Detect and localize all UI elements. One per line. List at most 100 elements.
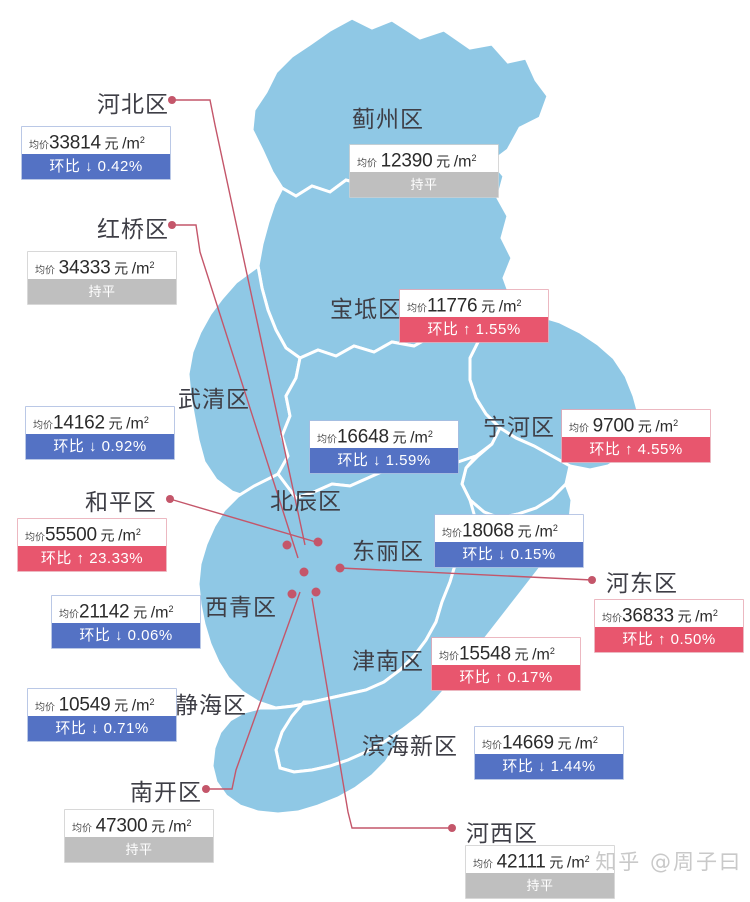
- change-row-binhai: 环比 ↓ 1.44%: [475, 754, 623, 779]
- price-prefix: 均价: [602, 613, 622, 625]
- info-box-dongli[interactable]: 均价18068 元 /m2 环比 ↓ 0.15%: [435, 515, 583, 567]
- info-box-baodi[interactable]: 均价11776 元 /m2 环比 ↑ 1.55%: [400, 290, 548, 342]
- price-value: 14162: [53, 412, 105, 434]
- price-prefix: 均价: [59, 609, 79, 621]
- price-sqm: /m: [575, 735, 593, 753]
- price-prefix: 均价: [482, 740, 502, 752]
- price-unit: 元: [436, 153, 451, 170]
- price-sqm: /m: [168, 818, 187, 836]
- info-box-binhai[interactable]: 均价14669 元 /m2 环比 ↓ 1.44%: [475, 727, 623, 779]
- price-row-xiqing: 均价21142 元 /m2: [52, 596, 200, 623]
- change-row-hedong: 环比 ↑ 0.50%: [595, 627, 743, 652]
- info-box-hongqiao[interactable]: 均价 34333 元 /m2 持平: [28, 252, 176, 304]
- price-unit: 元: [557, 735, 572, 752]
- change-row-dongli: 环比 ↓ 0.15%: [435, 542, 583, 567]
- info-box-beichen[interactable]: 均价16648 元 /m2 环比 ↓ 1.59%: [310, 421, 458, 473]
- price-row-heping: 均价55500 元 /m2: [18, 519, 166, 546]
- district-label-ninghe: 宁河区: [483, 415, 555, 441]
- price-prefix: 均价: [72, 823, 92, 835]
- price-unit: 元: [114, 697, 129, 714]
- price-row-jizhou: 均价 12390 元 /m2: [350, 145, 498, 172]
- district-label-hedong: 河东区: [606, 571, 678, 597]
- price-unit: 元: [100, 527, 115, 544]
- price-row-beichen: 均价16648 元 /m2: [310, 421, 458, 448]
- price-sup: 2: [673, 418, 679, 428]
- price-unit: 元: [114, 260, 129, 277]
- info-box-hexi[interactable]: 均价 42111 元 /m2 持平: [466, 846, 614, 898]
- district-label-dongli: 东丽区: [352, 539, 424, 565]
- price-sup: 2: [592, 735, 598, 745]
- district-label-jinnan: 津南区: [352, 649, 424, 675]
- price-value: 36833: [622, 605, 674, 627]
- price-sqm: /m: [535, 523, 553, 541]
- price-unit: 元: [637, 418, 652, 435]
- price-row-hexi: 均价 42111 元 /m2: [466, 846, 614, 873]
- info-box-jizhou[interactable]: 均价 12390 元 /m2 持平: [350, 145, 498, 197]
- district-label-binhai: 滨海新区: [362, 734, 458, 760]
- price-row-hongqiao: 均价 34333 元 /m2: [28, 252, 176, 279]
- price-unit: 元: [481, 298, 496, 315]
- price-sqm: /m: [118, 527, 136, 545]
- price-row-binhai: 均价14669 元 /m2: [475, 727, 623, 754]
- price-prefix: 均价: [317, 434, 337, 446]
- change-row-beichen: 环比 ↓ 1.59%: [310, 448, 458, 473]
- change-row-xiqing: 环比 ↓ 0.06%: [52, 623, 200, 648]
- price-sqm: /m: [150, 604, 169, 622]
- price-row-hebei: 均价33814 元 /m2: [22, 127, 170, 154]
- price-value: 34333: [58, 257, 111, 279]
- change-row-jinnan: 环比 ↑ 0.17%: [432, 665, 580, 690]
- price-sup: 2: [139, 135, 145, 145]
- price-prefix: 均价: [25, 532, 45, 544]
- price-sqm: /m: [131, 697, 150, 715]
- info-box-nankai[interactable]: 均价 47300 元 /m2 持平: [65, 810, 213, 862]
- change-row-hebei: 环比 ↓ 0.42%: [22, 154, 170, 179]
- district-label-jizhou: 蓟州区: [352, 107, 424, 133]
- price-value: 33814: [49, 132, 101, 154]
- change-row-ninghe: 环比 ↑ 4.55%: [562, 437, 710, 462]
- price-value: 12390: [380, 150, 433, 172]
- price-sup: 2: [471, 153, 477, 163]
- info-box-ninghe[interactable]: 均价 9700 元 /m2 环比 ↑ 4.55%: [562, 410, 710, 462]
- price-sup: 2: [149, 260, 155, 270]
- price-sqm: /m: [453, 153, 472, 171]
- info-box-wuqing[interactable]: 均价14162 元 /m2 环比 ↓ 0.92%: [26, 407, 174, 459]
- price-sup: 2: [516, 298, 522, 308]
- price-unit: 元: [133, 604, 148, 621]
- price-value: 9700: [592, 415, 635, 437]
- price-row-baodi: 均价11776 元 /m2: [400, 290, 548, 317]
- price-unit: 元: [151, 818, 166, 835]
- change-row-heping: 环比 ↑ 23.33%: [18, 546, 166, 571]
- price-sup: 2: [186, 818, 192, 828]
- price-prefix: 均价: [473, 859, 493, 871]
- info-box-hebei[interactable]: 均价33814 元 /m2 环比 ↓ 0.42%: [22, 127, 170, 179]
- change-row-jinghai: 环比 ↓ 0.71%: [28, 716, 176, 741]
- price-sup: 2: [712, 608, 718, 618]
- price-value: 15548: [459, 643, 511, 665]
- district-label-hexi: 河西区: [466, 821, 538, 847]
- price-unit: 元: [677, 608, 692, 625]
- change-row-wuqing: 环比 ↓ 0.92%: [26, 434, 174, 459]
- price-sup: 2: [584, 854, 590, 864]
- info-box-hedong[interactable]: 均价36833 元 /m2 环比 ↑ 0.50%: [595, 600, 743, 652]
- price-row-jinghai: 均价 10549 元 /m2: [28, 689, 176, 716]
- price-sqm: /m: [498, 298, 517, 316]
- price-value: 11776: [427, 295, 478, 317]
- info-box-xiqing[interactable]: 均价21142 元 /m2 环比 ↓ 0.06%: [52, 596, 200, 648]
- price-value: 55500: [45, 524, 97, 546]
- price-value: 16648: [337, 426, 389, 448]
- info-box-jinghai[interactable]: 均价 10549 元 /m2 环比 ↓ 0.71%: [28, 689, 176, 741]
- info-box-heping[interactable]: 均价55500 元 /m2 环比 ↑ 23.33%: [18, 519, 166, 571]
- price-prefix: 均价: [357, 158, 377, 170]
- price-unit: 元: [514, 646, 529, 663]
- info-box-jinnan[interactable]: 均价15548 元 /m2 环比 ↑ 0.17%: [432, 638, 580, 690]
- price-value: 10549: [58, 694, 111, 716]
- watermark: 知乎 @周子曰: [595, 850, 742, 874]
- price-sup: 2: [149, 697, 155, 707]
- price-prefix: 均价: [35, 702, 55, 714]
- price-prefix: 均价: [29, 140, 49, 152]
- price-sqm: /m: [126, 415, 144, 433]
- price-value: 14669: [502, 732, 554, 754]
- price-prefix: 均价: [33, 420, 53, 432]
- change-row-nankai: 持平: [65, 837, 213, 862]
